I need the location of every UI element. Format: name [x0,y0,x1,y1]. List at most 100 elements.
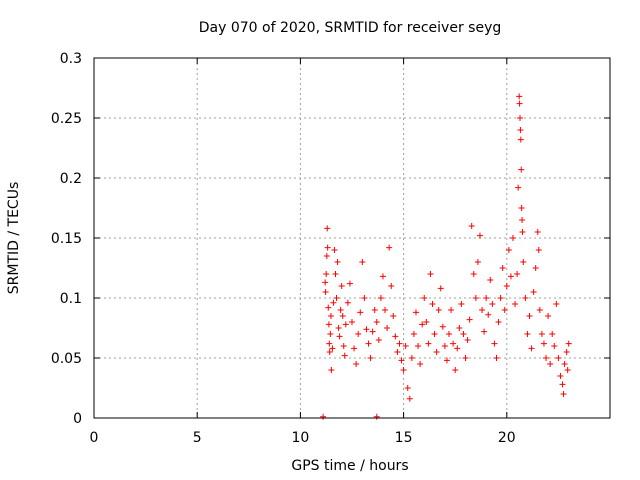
data-point [396,340,403,347]
data-point [518,205,525,211]
data-point [398,357,405,364]
data-point [479,307,486,313]
data-point [327,313,334,319]
data-point [495,319,502,325]
data-point [379,273,386,280]
data-point [373,413,380,420]
data-point [435,307,442,313]
data-point [460,331,467,337]
data-point [333,295,340,301]
data-point [517,115,524,121]
data-points [320,93,572,420]
data-point [325,304,332,311]
data-point [560,391,567,397]
data-point [468,223,475,229]
data-point [458,301,465,307]
x-axis-label: GPS time / hours [291,458,408,474]
x-tick-label: 0 [90,430,99,446]
data-point [355,331,362,337]
data-point [340,343,347,349]
data-point [406,395,413,402]
data-point [351,345,358,352]
data-point [334,259,341,265]
data-point [538,331,545,337]
data-point [536,307,543,313]
data-point [323,253,330,259]
data-point [485,311,492,318]
data-point [512,301,519,307]
data-point [415,343,422,349]
data-point [425,340,432,347]
data-point [517,127,524,133]
data-point [328,367,335,373]
data-point [509,235,516,241]
data-point [489,301,496,307]
data-point [553,301,560,307]
data-point [361,295,368,301]
data-point [557,373,564,379]
data-point [524,331,531,337]
plot-frame [93,57,611,419]
data-point [564,367,571,373]
data-point [417,361,424,367]
x-tick-label: 15 [395,430,413,446]
data-point [549,331,556,337]
data-point [481,328,488,335]
data-point [339,313,346,319]
data-point [464,337,471,343]
data-point [386,244,393,251]
data-point [532,265,539,271]
data-point [412,309,419,316]
data-point [337,307,344,313]
tick-marks [93,57,610,419]
data-point [346,280,353,287]
data-point [373,319,380,325]
data-point [497,295,504,301]
data-point [530,289,537,295]
data-point [344,299,351,306]
data-point [326,349,333,355]
y-tick-label: 0.15 [51,231,82,247]
data-point [503,283,510,289]
data-point [338,283,345,289]
data-point [516,93,523,100]
data-point [325,321,332,328]
data-point [377,295,384,301]
y-tick-label: 0.3 [60,51,82,67]
data-point [483,295,490,301]
data-point [353,361,360,367]
data-point [342,321,349,328]
x-tick-label: 10 [291,430,309,446]
y-tick-label: 0.1 [60,291,82,307]
x-tick-labels: 0 5 10 15 20 [90,430,516,446]
data-point [448,307,455,313]
data-point [331,247,338,253]
data-point [555,355,562,361]
data-point [410,331,417,337]
data-point [551,343,558,349]
data-point [375,337,382,343]
data-point [563,349,570,355]
data-point [547,361,554,367]
data-point [516,100,523,107]
y-axis-label: SRMTID / TECUs [6,182,22,295]
data-point [450,340,457,347]
data-point [565,340,572,347]
data-point [369,328,376,335]
data-point [335,325,342,331]
data-point [514,271,521,277]
data-point [367,355,374,361]
data-point [439,323,446,330]
data-point [402,343,409,349]
data-point [518,166,525,173]
data-point [520,259,527,265]
y-tick-label: 0.2 [60,171,82,187]
data-point [394,349,401,355]
y-tick-label: 0.05 [51,351,82,367]
x-tick-label: 5 [193,430,202,446]
data-point [487,277,494,283]
y-tick-label: 0.25 [51,111,82,127]
data-point [452,367,459,373]
data-point [431,331,438,337]
y-tick-label: 0 [73,411,82,427]
